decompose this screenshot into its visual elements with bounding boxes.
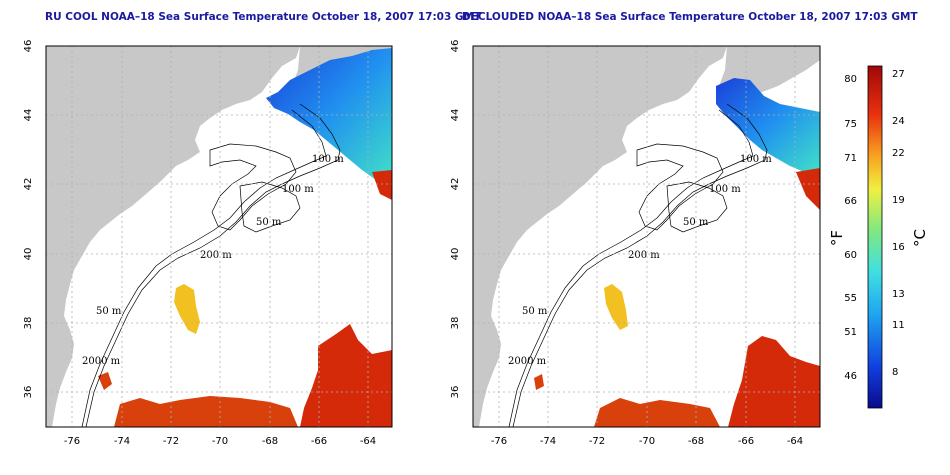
f-tick: 71 bbox=[844, 153, 857, 164]
contour-label: 2000 m bbox=[508, 356, 547, 367]
lon-tick: -66 bbox=[738, 436, 754, 447]
lon-tick: -66 bbox=[311, 436, 327, 447]
lon-tick: -70 bbox=[639, 436, 655, 447]
colorbar-gradient bbox=[867, 65, 883, 409]
f-tick: 66 bbox=[844, 196, 857, 207]
c-tick: 27 bbox=[892, 69, 905, 80]
lon-tick: -74 bbox=[114, 436, 130, 447]
contour-label: 100 m bbox=[709, 184, 741, 195]
contour-label: 50 m bbox=[96, 306, 122, 317]
left-map-sst-warm-se bbox=[300, 324, 392, 427]
contour-label: 100 m bbox=[740, 154, 772, 165]
f-tick: 80 bbox=[844, 74, 857, 85]
left-map-sst-yellow bbox=[174, 284, 200, 334]
lon-tick: -76 bbox=[491, 436, 507, 447]
contour-label: 200 m bbox=[628, 250, 660, 261]
lon-tick: -68 bbox=[262, 436, 278, 447]
left-map-sst-warm-coast bbox=[98, 372, 112, 390]
right-map: 100 m 100 m 50 m 200 m 50 m 2000 m 46 bbox=[450, 40, 821, 447]
right-map-sst-warm-ne bbox=[796, 168, 820, 210]
contour-label: 50 m bbox=[522, 306, 548, 317]
left-map-sst-warm-s bbox=[114, 396, 298, 427]
lon-tick: -72 bbox=[589, 436, 605, 447]
lat-tick: 46 bbox=[23, 40, 34, 53]
lon-tick: -76 bbox=[64, 436, 80, 447]
right-map-grid bbox=[473, 46, 820, 427]
lon-tick: -64 bbox=[787, 436, 803, 447]
contour-label: 2000 m bbox=[82, 356, 121, 367]
fahrenheit-label: °F bbox=[828, 230, 846, 246]
colorbar-celsius-ticks: 27 24 22 19 16 13 11 8 bbox=[892, 69, 905, 378]
lon-tick: -72 bbox=[163, 436, 179, 447]
lat-tick: 44 bbox=[23, 109, 34, 122]
left-map-frame bbox=[45, 45, 393, 428]
f-tick: 55 bbox=[844, 293, 857, 304]
contour-label: 100 m bbox=[282, 184, 314, 195]
contour-label: 200 m bbox=[200, 250, 232, 261]
right-map-land bbox=[473, 46, 727, 427]
lon-tick: -68 bbox=[688, 436, 704, 447]
left-map-lon-ticks: -76 -74 -72 -70 -68 -66 -64 bbox=[64, 436, 376, 447]
contour-label: 100 m bbox=[312, 154, 344, 165]
left-map-bathymetry bbox=[81, 103, 341, 427]
c-tick: 24 bbox=[892, 116, 905, 127]
lon-tick: -74 bbox=[540, 436, 556, 447]
lat-tick: 40 bbox=[450, 248, 461, 261]
f-tick: 60 bbox=[844, 250, 857, 261]
lat-tick: 36 bbox=[23, 386, 34, 399]
lat-tick: 46 bbox=[450, 40, 461, 53]
left-map-contour-labels: 100 m 100 m 50 m 200 m 50 m 2000 m bbox=[82, 154, 344, 367]
celsius-label: °C bbox=[911, 229, 929, 247]
right-map-sst-warm-se bbox=[728, 336, 820, 427]
left-map: 100 m 100 m 50 m 200 m 50 m 2000 m bbox=[23, 40, 393, 447]
lat-tick: 40 bbox=[23, 248, 34, 261]
left-map-title: RU COOL NOAA–18 Sea Surface Temperature … bbox=[45, 11, 482, 23]
colorbar: 80 75 71 66 60 55 51 46 27 24 22 19 16 1… bbox=[828, 65, 929, 409]
right-map-bathymetry bbox=[508, 103, 768, 427]
c-tick: 19 bbox=[892, 195, 905, 206]
f-tick: 46 bbox=[844, 371, 857, 382]
right-map-title: DECLOUDED NOAA–18 Sea Surface Temperatur… bbox=[462, 11, 918, 23]
left-map-sst-cold bbox=[266, 48, 392, 180]
right-map-sst-cold bbox=[716, 78, 820, 172]
left-map-grid bbox=[46, 46, 392, 427]
c-tick: 16 bbox=[892, 242, 905, 253]
left-map-lat-ticks: 46 44 42 40 38 36 bbox=[23, 40, 34, 399]
c-tick: 13 bbox=[892, 289, 905, 300]
lon-tick: -64 bbox=[360, 436, 376, 447]
lat-tick: 42 bbox=[23, 178, 34, 191]
f-tick: 51 bbox=[844, 327, 857, 338]
lat-tick: 44 bbox=[450, 109, 461, 122]
right-map-sst-yellow bbox=[604, 284, 628, 330]
lat-tick: 38 bbox=[23, 317, 34, 330]
c-tick: 11 bbox=[892, 320, 905, 331]
right-map-lat-ticks: 46 44 42 40 38 36 bbox=[450, 40, 461, 399]
contour-label: 50 m bbox=[256, 217, 282, 228]
right-map-frame bbox=[472, 45, 821, 428]
lat-tick: 38 bbox=[450, 317, 461, 330]
right-map-sst-warm-s bbox=[594, 398, 720, 427]
right-map-sst-warm-coast bbox=[534, 374, 544, 390]
c-tick: 22 bbox=[892, 148, 905, 159]
lat-tick: 36 bbox=[450, 386, 461, 399]
left-map-sst-warm-ne bbox=[372, 170, 392, 200]
c-tick: 8 bbox=[892, 367, 898, 378]
lat-tick: 42 bbox=[450, 178, 461, 191]
f-tick: 75 bbox=[844, 119, 857, 130]
right-map-lon-ticks: -76 -74 -72 -70 -68 -66 -64 bbox=[491, 436, 803, 447]
left-map-land bbox=[46, 46, 300, 427]
lon-tick: -70 bbox=[212, 436, 228, 447]
colorbar-fahrenheit-ticks: 80 75 71 66 60 55 51 46 bbox=[844, 74, 857, 382]
